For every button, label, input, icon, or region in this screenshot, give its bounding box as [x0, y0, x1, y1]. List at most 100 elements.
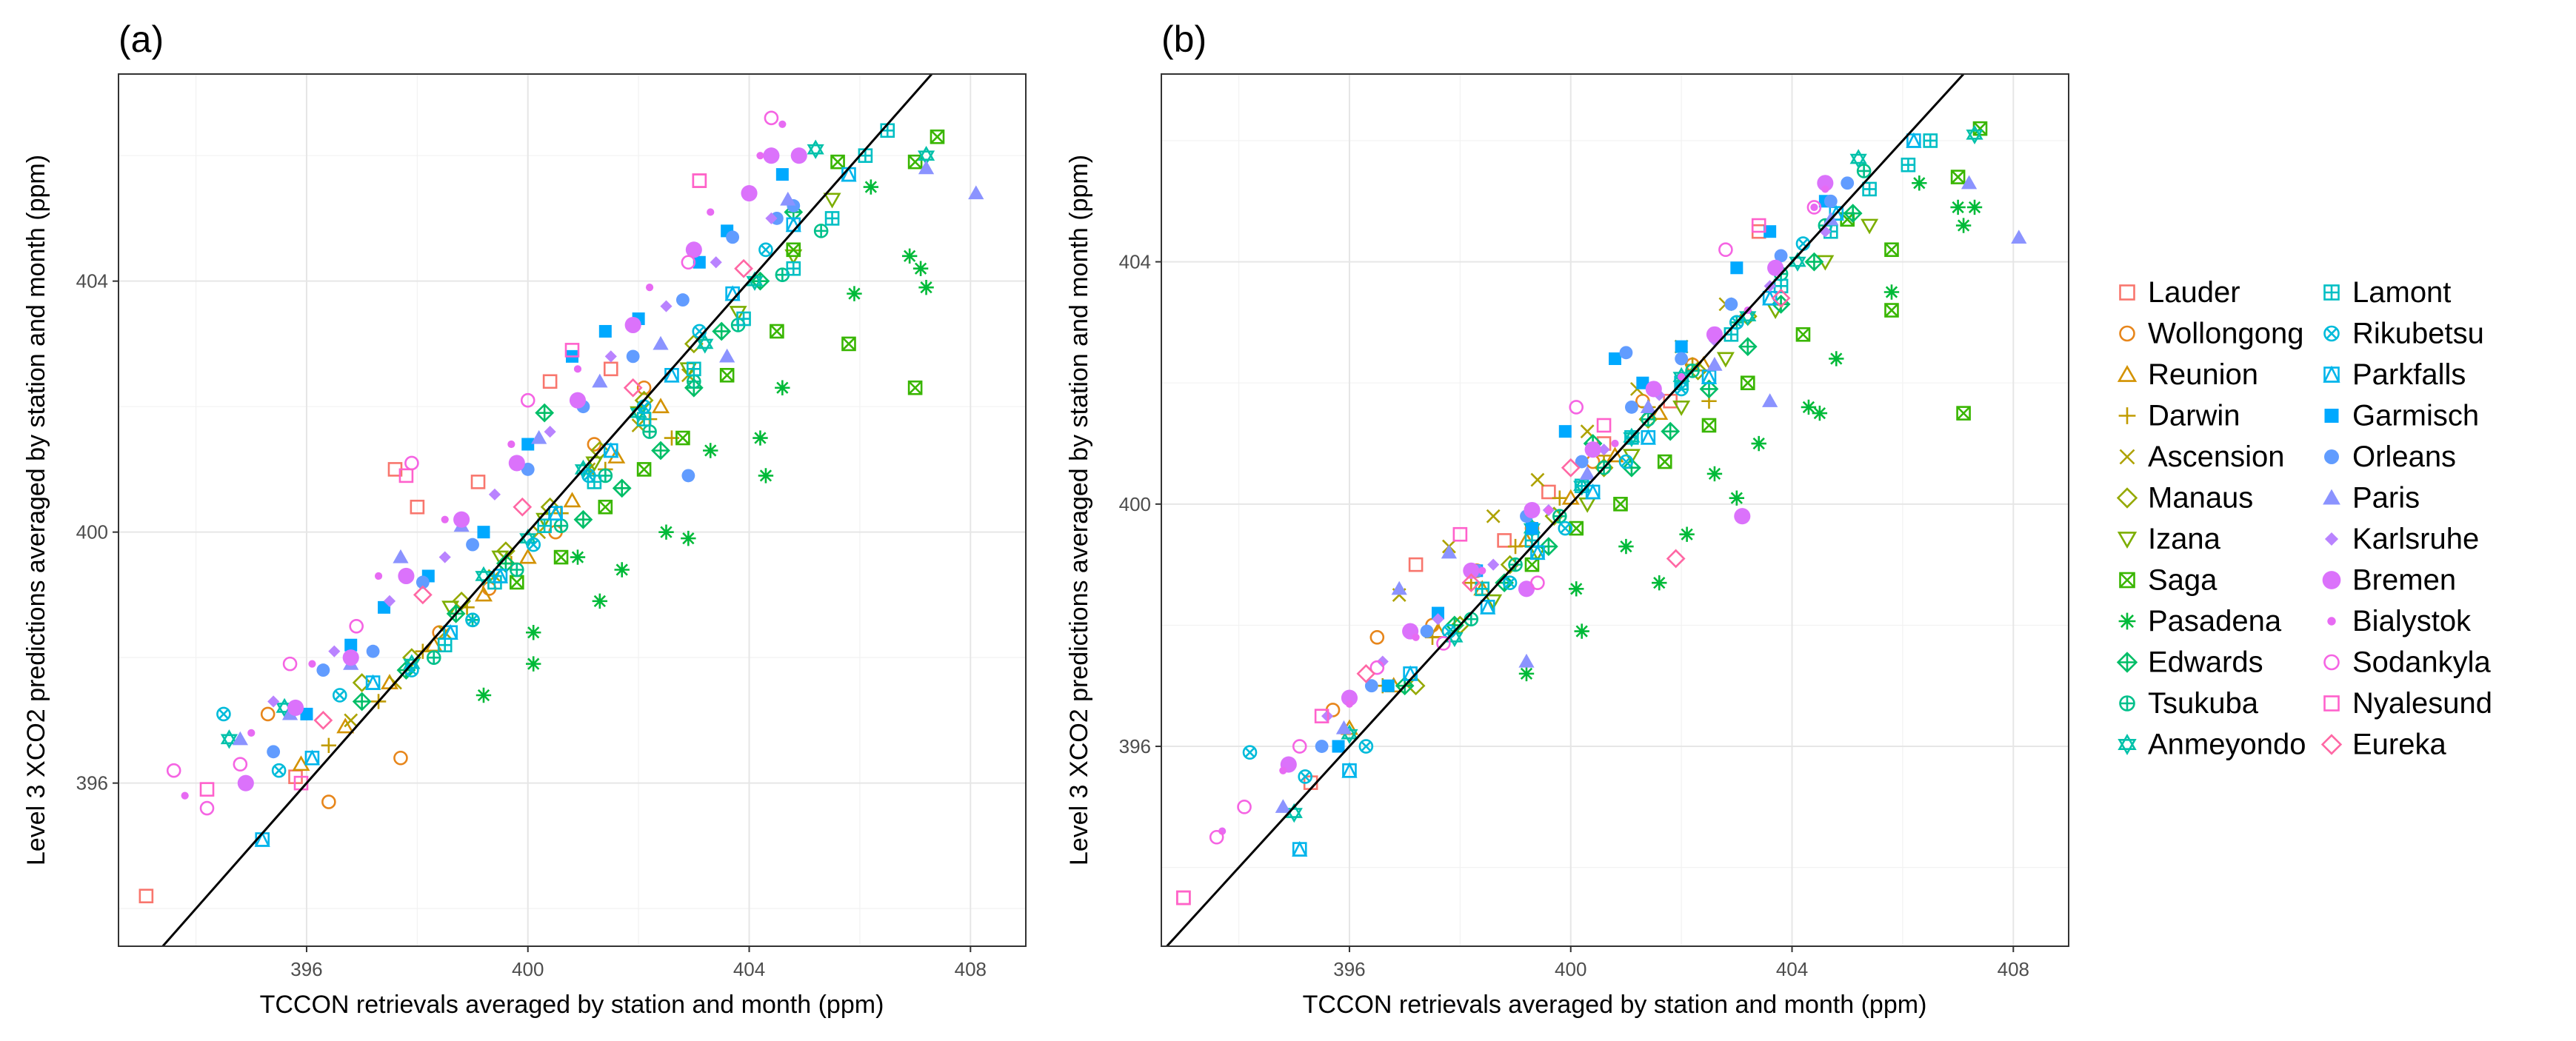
marker-part: [636, 462, 652, 477]
point-eureka: [413, 585, 433, 605]
marker-part: [841, 166, 857, 182]
point-pasadena: [1883, 284, 1900, 300]
marker-part: [466, 538, 479, 552]
legend-label: Eureka: [2352, 729, 2446, 761]
marker-part: [438, 551, 451, 563]
marker-part: [1561, 458, 1581, 478]
marker-part: [598, 499, 613, 515]
legend-label: Bialystok: [2352, 605, 2472, 637]
marker-part: [685, 241, 702, 258]
marker-part: [1242, 745, 1258, 760]
point-saga: [770, 324, 784, 339]
marker-part: [393, 750, 408, 766]
legend-label: Tsukuba: [2148, 687, 2259, 720]
legend-key: [2118, 734, 2137, 755]
legend-item-ascension: Ascension: [2119, 441, 2285, 473]
point-eureka: [734, 258, 753, 278]
marker-part: [592, 373, 608, 388]
point-edwards: [712, 321, 732, 341]
marker-part: [1611, 439, 1619, 448]
marker-part: [692, 173, 707, 188]
legend-key: [2119, 284, 2135, 301]
marker-part: [1640, 399, 1656, 414]
marker-part: [237, 774, 254, 791]
point-pasadena: [681, 530, 696, 546]
point-saga: [841, 336, 856, 352]
marker-part: [2119, 325, 2135, 342]
legend-item-reunion: Reunion: [2117, 358, 2258, 391]
marker-part: [366, 644, 380, 658]
marker-part: [1507, 538, 1524, 555]
legend-label: Lamont: [2352, 276, 2451, 309]
marker-part: [2324, 409, 2339, 423]
point-rikubetsu: [581, 468, 596, 483]
marker-part: [1621, 456, 1632, 467]
marker-part: [282, 656, 298, 672]
y-tick-label: 396: [1119, 735, 1151, 757]
marker-part: [1801, 399, 1817, 415]
marker-part: [308, 660, 316, 668]
panel-border: [118, 73, 1027, 947]
marker-part: [1524, 501, 1541, 519]
point-paris: [780, 191, 796, 206]
legend-item-manaus: Manaus: [2116, 482, 2253, 515]
point-lamont: [1862, 181, 1877, 197]
marker-part: [1740, 375, 1755, 391]
point-nyalesund: [1751, 218, 1766, 233]
marker-part: [344, 713, 358, 728]
legend-item-orleans: Orleans: [2324, 441, 2456, 473]
point-orleans: [1315, 740, 1329, 753]
point-garmisch: [1381, 679, 1395, 692]
point-orleans: [1420, 624, 1434, 638]
marker-part: [2118, 653, 2137, 672]
marker-part: [1812, 405, 1828, 421]
chart-panel-b: 396 400 404 408 396 400 404 TCCON retrievals av…: [1065, 19, 2069, 1019]
point-lauder: [470, 475, 486, 489]
point-lauder: [542, 374, 558, 389]
marker-part: [624, 316, 641, 334]
marker-part: [476, 687, 492, 703]
marker-part: [1734, 508, 1751, 525]
legend-key: [2116, 652, 2138, 673]
x-tick-label: 396: [1333, 958, 1365, 980]
marker-part: [1504, 578, 1515, 589]
marker-part: [1480, 598, 1496, 615]
point-tsukuba: [510, 562, 524, 578]
marker-part: [1369, 629, 1385, 645]
point-tsukuba: [1856, 164, 1872, 178]
point-parkfalls: [1341, 762, 1358, 778]
point-sodankyla: [1369, 660, 1385, 675]
marker-part: [334, 690, 345, 700]
marker-part: [720, 368, 735, 383]
marker-part: [778, 120, 787, 128]
marker-part: [1884, 303, 1899, 318]
marker-part: [675, 293, 690, 307]
point-paris: [1441, 544, 1458, 559]
marker-part: [598, 324, 612, 338]
point-izana: [823, 193, 841, 209]
point-eureka: [1561, 458, 1581, 478]
point-bialystok: [645, 284, 654, 292]
point-saga: [1701, 418, 1717, 433]
marker-part: [1679, 526, 1695, 542]
marker-part: [753, 430, 768, 446]
point-pasadena: [1912, 175, 1927, 191]
point-bialystok: [374, 572, 383, 580]
marker-part: [1391, 580, 1407, 595]
point-saga: [1657, 454, 1672, 469]
marker-part: [2327, 617, 2336, 626]
marker-part: [1901, 158, 1915, 172]
point-reunion: [474, 586, 493, 602]
point-reunion: [518, 548, 537, 564]
marker-part: [908, 381, 923, 395]
point-edwards: [535, 403, 555, 423]
y-axis-title: Level 3 XCO2 predictions averaged by sta…: [22, 155, 50, 866]
marker-part: [1335, 720, 1352, 734]
marker-part: [271, 763, 287, 778]
point-tsukuba: [687, 374, 701, 389]
marker-part: [465, 612, 480, 628]
marker-part: [1408, 557, 1424, 572]
marker-part: [1718, 242, 1733, 258]
marker-part: [1764, 225, 1777, 238]
